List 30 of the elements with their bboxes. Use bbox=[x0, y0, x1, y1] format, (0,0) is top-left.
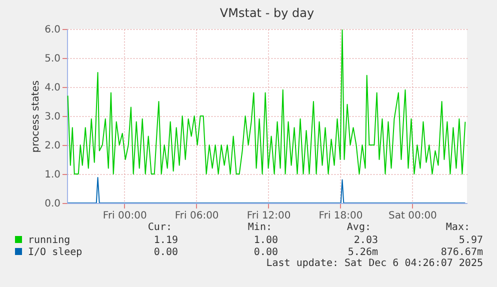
text: 0.00 bbox=[254, 247, 278, 258]
x-tick-label: Fri 06:00 bbox=[174, 210, 219, 222]
text: 5.97 bbox=[458, 235, 483, 246]
text: Cur: bbox=[148, 222, 172, 233]
text: 0.00 bbox=[154, 247, 178, 258]
y-tick-label: 4.0 bbox=[44, 82, 60, 94]
text: Max: bbox=[446, 222, 470, 233]
y-tick-label: 5.0 bbox=[44, 54, 60, 64]
x-tick-label: Sat 00:00 bbox=[388, 210, 437, 222]
x-tick-label: Fri 00:00 bbox=[102, 210, 147, 222]
text: 2.03 bbox=[354, 235, 378, 246]
y-tick-label: 6.0 bbox=[44, 24, 60, 36]
text: 876.67m bbox=[440, 247, 483, 258]
text: Last update: Sat Dec 6 04:26:07 2025 bbox=[266, 258, 483, 269]
y-tick-label: 0.0 bbox=[44, 198, 60, 210]
text: 1.19 bbox=[154, 235, 178, 246]
chart-title: VMstat - by day bbox=[220, 6, 314, 20]
y-tick-label: 1.0 bbox=[44, 170, 60, 180]
y-tick-label: 2.0 bbox=[44, 140, 60, 152]
line-series bbox=[67, 29, 466, 174]
y-tick-label: 3.0 bbox=[44, 112, 60, 122]
legend-label: running bbox=[28, 235, 70, 246]
text: 5.26m bbox=[348, 247, 378, 258]
text: Min: bbox=[248, 222, 272, 233]
text: 1.00 bbox=[254, 235, 278, 246]
y-axis-title: process states bbox=[30, 80, 42, 153]
x-tick-label: Fri 12:00 bbox=[246, 210, 291, 222]
text: Avg: bbox=[346, 222, 371, 233]
x-tick-label: Fri 18:00 bbox=[318, 210, 363, 222]
legend-label: I/O sleep bbox=[28, 247, 82, 258]
